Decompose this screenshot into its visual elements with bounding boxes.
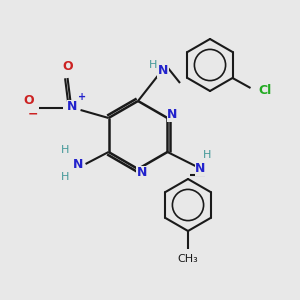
Text: H: H [61, 172, 70, 182]
Text: N: N [68, 100, 78, 113]
Text: O: O [62, 61, 73, 74]
Text: N: N [137, 167, 147, 179]
Text: O: O [23, 94, 34, 106]
Text: −: − [27, 107, 38, 121]
Text: N: N [167, 109, 178, 122]
Text: Cl: Cl [258, 85, 271, 98]
Text: N: N [158, 64, 168, 77]
Text: CH₃: CH₃ [178, 254, 198, 264]
Text: N: N [195, 163, 206, 176]
Text: H: H [203, 150, 211, 160]
Text: N: N [74, 158, 84, 170]
Text: +: + [79, 92, 87, 102]
Text: H: H [149, 60, 157, 70]
Text: H: H [61, 145, 70, 155]
